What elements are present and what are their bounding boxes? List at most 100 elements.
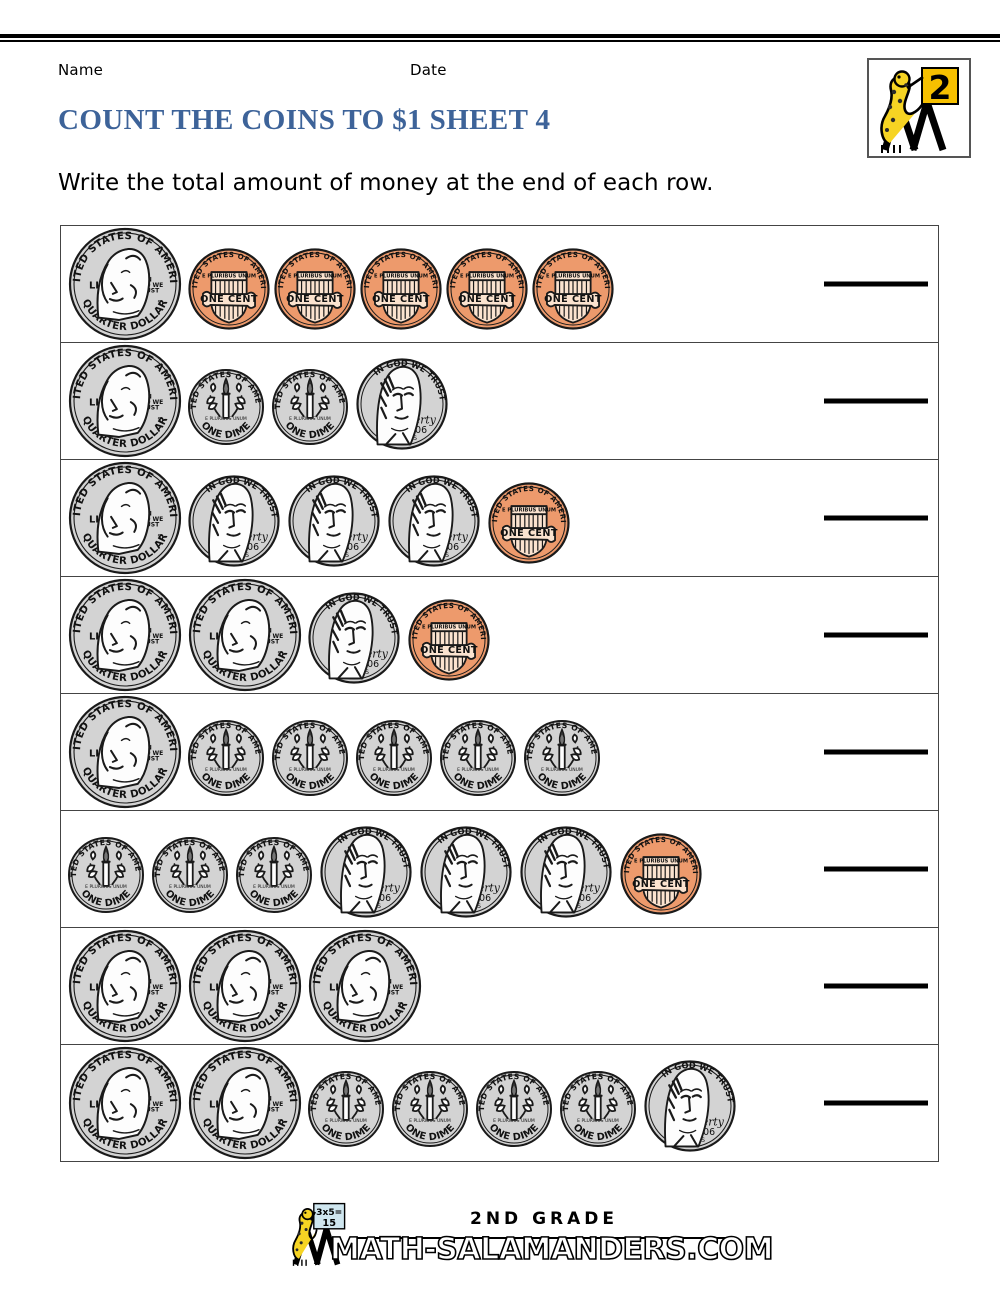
- coin-nickel: IN GOD WE TRUST Liberty 2006 S: [319, 825, 413, 919]
- coin-quarter: UNITED STATES OF AMERICA QUARTER DOLLAR …: [307, 928, 423, 1044]
- answer-blank[interactable]: [824, 281, 928, 287]
- svg-text:E PLURIBUS UNUM: E PLURIBUS UNUM: [634, 859, 688, 865]
- coin-rows-table: UNITED STATES OF AMERICA QUARTER DOLLAR …: [60, 225, 939, 1162]
- svg-text:E PLURIBUS UNUM: E PLURIBUS UNUM: [374, 274, 428, 280]
- svg-text:E PLURIBUS UNUM: E PLURIBUS UNUM: [541, 767, 583, 773]
- footer-logo-equation: 3x5=: [316, 1208, 342, 1218]
- coin-quarter: UNITED STATES OF AMERICA QUARTER DOLLAR …: [67, 460, 183, 576]
- svg-text:E PLURIBUS UNUM: E PLURIBUS UNUM: [253, 884, 295, 890]
- coin-dime: UNITED STATES OF AMERICA ONE DIME E PLUR…: [307, 1070, 385, 1148]
- svg-text:S: S: [397, 1002, 401, 1008]
- svg-text:S: S: [277, 1119, 281, 1125]
- coin-nickel: IN GOD WE TRUST Liberty 2006 S: [307, 591, 401, 685]
- svg-text:ONE CENT: ONE CENT: [500, 528, 558, 539]
- svg-text:E PLURIBUS UNUM: E PLURIBUS UNUM: [205, 416, 247, 422]
- footer-site-text: MATH-SALAMANDERS.COM: [329, 1231, 774, 1268]
- coin-quarter: UNITED STATES OF AMERICA QUARTER DOLLAR …: [67, 343, 183, 459]
- answer-blank[interactable]: [824, 515, 928, 521]
- coin-quarter: UNITED STATES OF AMERICA QUARTER DOLLAR …: [67, 928, 183, 1044]
- svg-text:S: S: [157, 1002, 161, 1008]
- salamander-easel-icon: 2: [880, 67, 959, 153]
- coin-quarter: UNITED STATES OF AMERICA QUARTER DOLLAR …: [67, 226, 183, 342]
- svg-text:S: S: [245, 553, 249, 559]
- coin-nickel: IN GOD WE TRUST Liberty 2006 S: [387, 474, 481, 568]
- svg-text:E PLURIBUS UNUM: E PLURIBUS UNUM: [546, 274, 600, 280]
- svg-text:S: S: [157, 768, 161, 774]
- svg-text:S: S: [701, 1138, 705, 1144]
- coin-nickel: IN GOD WE TRUST Liberty 2006 S: [519, 825, 613, 919]
- coin-penny: UNITED STATES OF AMERICA E PLURIBUS UNUM…: [407, 598, 491, 682]
- coin-strip: UNITED STATES OF AMERICA QUARTER DOLLAR …: [61, 226, 617, 342]
- svg-text:S: S: [577, 904, 581, 910]
- answer-blank[interactable]: [824, 398, 928, 404]
- page-top-rule-secondary: [0, 40, 1000, 42]
- svg-text:S: S: [277, 651, 281, 657]
- svg-text:E PLURIBUS UNUM: E PLURIBUS UNUM: [85, 884, 127, 890]
- coin-dime: UNITED STATES OF AMERICA ONE DIME E PLUR…: [355, 719, 433, 797]
- svg-text:E PLURIBUS UNUM: E PLURIBUS UNUM: [169, 884, 211, 890]
- answer-blank[interactable]: [824, 866, 928, 872]
- svg-text:S: S: [445, 553, 449, 559]
- date-label: Date: [410, 61, 447, 79]
- svg-text:ONE CENT: ONE CENT: [632, 879, 690, 890]
- svg-text:S: S: [157, 534, 161, 540]
- coin-dime: UNITED STATES OF AMERICA ONE DIME E PLUR…: [235, 836, 313, 914]
- svg-text:E PLURIBUS UNUM: E PLURIBUS UNUM: [289, 416, 331, 422]
- svg-text:E PLURIBUS UNUM: E PLURIBUS UNUM: [288, 274, 342, 280]
- coin-strip: UNITED STATES OF AMERICA QUARTER DOLLAR …: [61, 460, 573, 576]
- svg-text:S: S: [157, 651, 161, 657]
- instruction-text: Write the total amount of money at the e…: [58, 170, 714, 196]
- coin-strip: UNITED STATES OF AMERICA QUARTER DOLLAR …: [61, 928, 427, 1044]
- coin-row: UNITED STATES OF AMERICA QUARTER DOLLAR …: [61, 1045, 938, 1162]
- coin-quarter: UNITED STATES OF AMERICA QUARTER DOLLAR …: [67, 577, 183, 693]
- coin-penny: UNITED STATES OF AMERICA E PLURIBUS UNUM…: [359, 247, 443, 331]
- coin-dime: UNITED STATES OF AMERICA ONE DIME E PLUR…: [559, 1070, 637, 1148]
- coin-dime: UNITED STATES OF AMERICA ONE DIME E PLUR…: [523, 719, 601, 797]
- coin-dime: UNITED STATES OF AMERICA ONE DIME E PLUR…: [271, 368, 349, 446]
- coin-nickel: IN GOD WE TRUST Liberty 2006 S: [419, 825, 513, 919]
- answer-blank[interactable]: [824, 632, 928, 638]
- coin-nickel: IN GOD WE TRUST Liberty 2006 S: [355, 357, 449, 451]
- answer-blank[interactable]: [824, 1100, 928, 1106]
- page-top-rule: [0, 34, 1000, 38]
- svg-text:ONE CENT: ONE CENT: [420, 645, 478, 656]
- coin-row: UNITED STATES OF AMERICA QUARTER DOLLAR …: [61, 226, 938, 343]
- svg-text:S: S: [377, 904, 381, 910]
- coin-penny: UNITED STATES OF AMERICA E PLURIBUS UNUM…: [531, 247, 615, 331]
- svg-text:S: S: [413, 436, 417, 442]
- svg-text:S: S: [277, 1002, 281, 1008]
- svg-text:E PLURIBUS UNUM: E PLURIBUS UNUM: [502, 508, 556, 514]
- coin-nickel: IN GOD WE TRUST Liberty 2006 S: [187, 474, 281, 568]
- coin-strip: UNITED STATES OF AMERICA QUARTER DOLLAR …: [61, 1045, 743, 1161]
- footer-logo-answer: 15: [322, 1218, 336, 1229]
- svg-text:E PLURIBUS UNUM: E PLURIBUS UNUM: [577, 1118, 619, 1124]
- coin-quarter: UNITED STATES OF AMERICA QUARTER DOLLAR …: [67, 1045, 183, 1161]
- svg-text:E PLURIBUS UNUM: E PLURIBUS UNUM: [457, 767, 499, 773]
- answer-blank[interactable]: [824, 983, 928, 989]
- svg-text:E PLURIBUS UNUM: E PLURIBUS UNUM: [460, 274, 514, 280]
- svg-text:S: S: [157, 300, 161, 306]
- badge-number: 2: [929, 68, 952, 107]
- coin-dime: UNITED STATES OF AMERICA ONE DIME E PLUR…: [475, 1070, 553, 1148]
- page-title: COUNT THE COINS TO $1 SHEET 4: [58, 104, 551, 136]
- svg-text:S: S: [157, 1119, 161, 1125]
- svg-text:S: S: [345, 553, 349, 559]
- svg-text:ONE CENT: ONE CENT: [200, 294, 258, 305]
- svg-text:E PLURIBUS UNUM: E PLURIBUS UNUM: [373, 767, 415, 773]
- coin-penny: UNITED STATES OF AMERICA E PLURIBUS UNUM…: [619, 832, 703, 916]
- coin-row: UNITED STATES OF AMERICA ONE DIME E PLUR…: [61, 811, 938, 928]
- coin-strip: UNITED STATES OF AMERICA QUARTER DOLLAR …: [61, 694, 607, 810]
- svg-text:E PLURIBUS UNUM: E PLURIBUS UNUM: [422, 625, 476, 631]
- svg-text:E PLURIBUS UNUM: E PLURIBUS UNUM: [409, 1118, 451, 1124]
- svg-text:ONE CENT: ONE CENT: [286, 294, 344, 305]
- answer-blank[interactable]: [824, 749, 928, 755]
- coin-dime: UNITED STATES OF AMERICA ONE DIME E PLUR…: [67, 836, 145, 914]
- coin-dime: UNITED STATES OF AMERICA ONE DIME E PLUR…: [151, 836, 229, 914]
- coin-nickel: IN GOD WE TRUST Liberty 2006 S: [643, 1059, 737, 1153]
- svg-text:S: S: [157, 417, 161, 423]
- coin-strip: UNITED STATES OF AMERICA QUARTER DOLLAR …: [61, 577, 493, 693]
- svg-text:S: S: [365, 670, 369, 676]
- footer-divider: [352, 1237, 730, 1239]
- coin-dime: UNITED STATES OF AMERICA ONE DIME E PLUR…: [439, 719, 517, 797]
- coin-penny: UNITED STATES OF AMERICA E PLURIBUS UNUM…: [273, 247, 357, 331]
